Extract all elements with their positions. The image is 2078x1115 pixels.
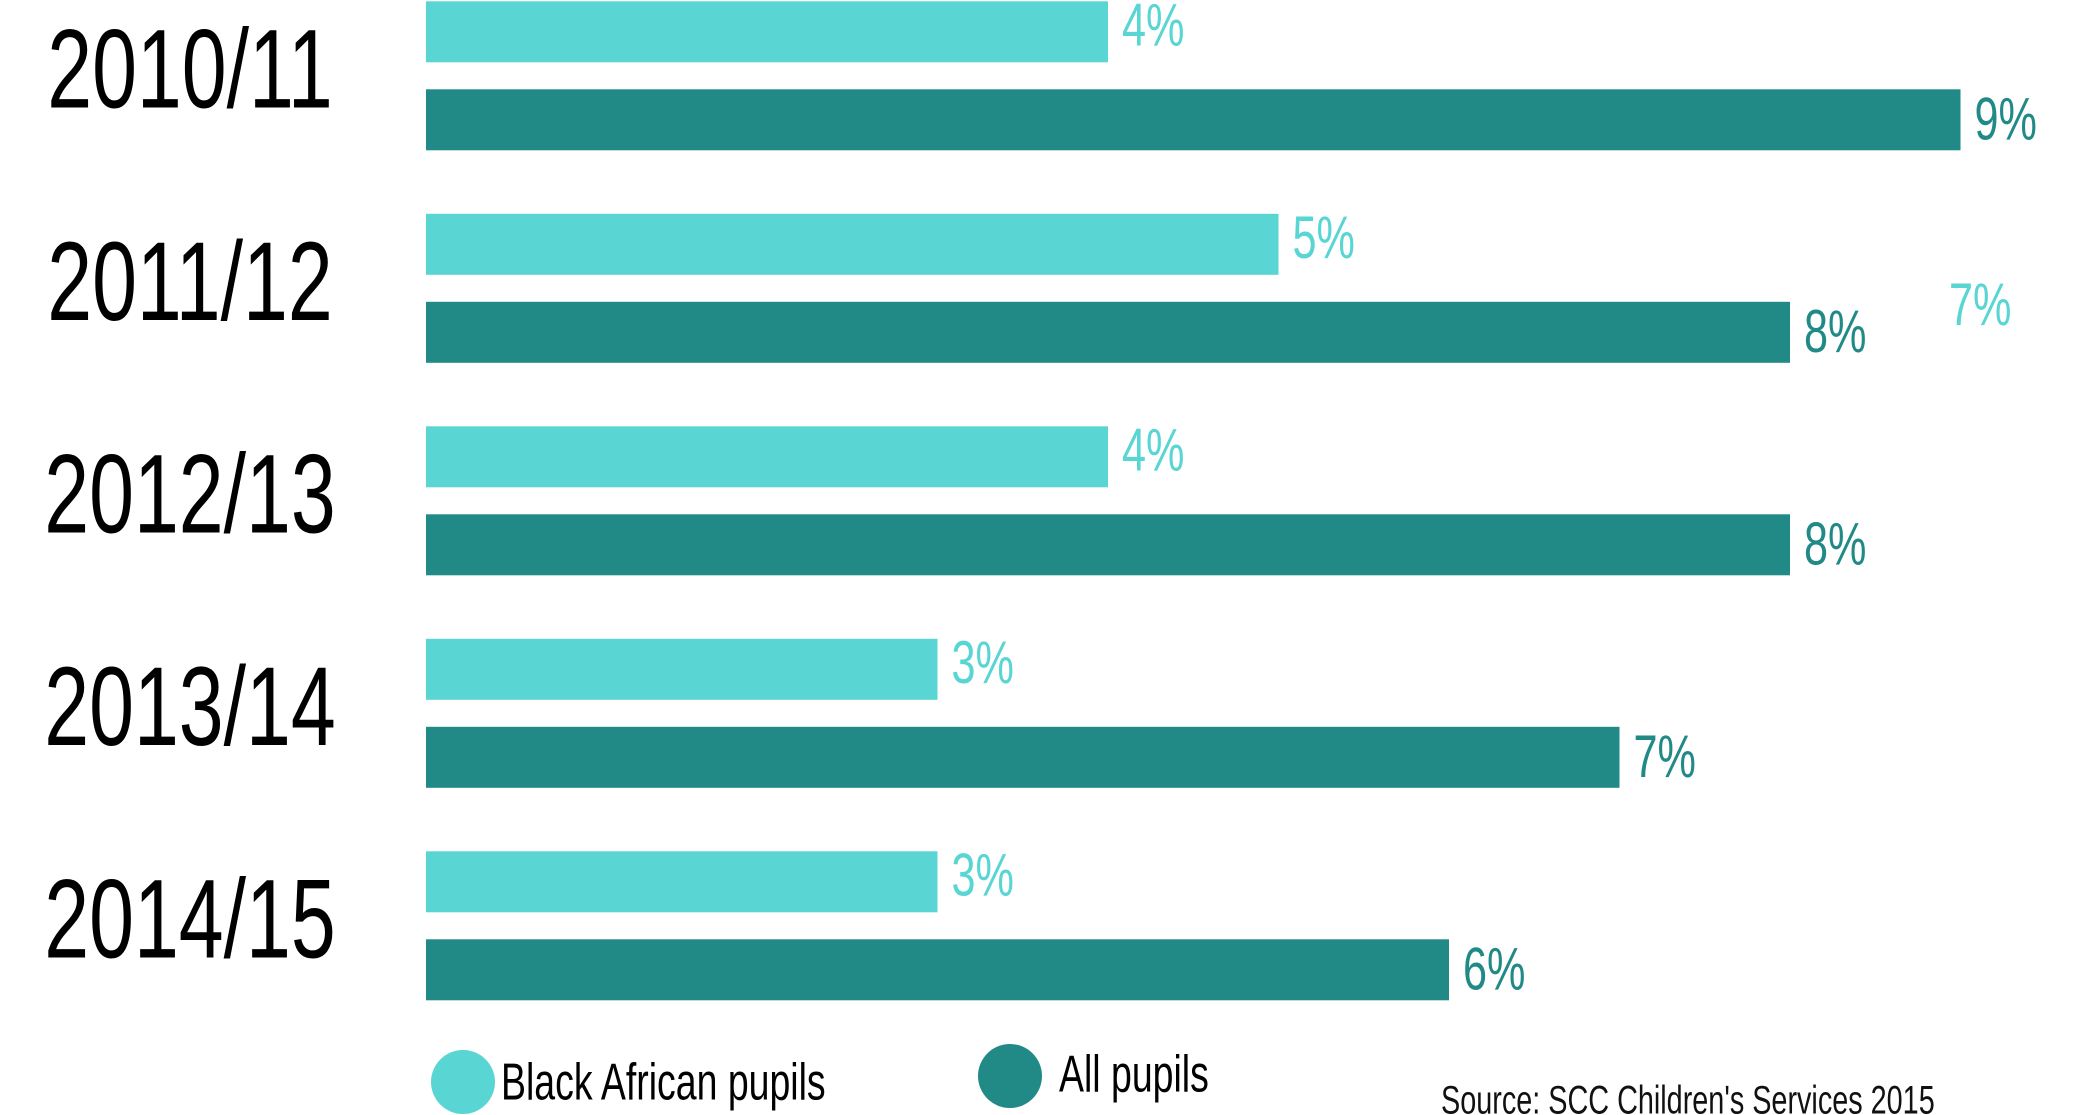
category-label: 2011/12 [47,219,333,344]
value-label: 3% [952,629,1014,696]
category-label: 2012/13 [44,432,335,557]
value-label: 5% [1293,204,1355,271]
value-label: 8% [1804,511,1866,578]
category-label: 2014/15 [44,857,335,982]
annotation: 7% [1949,271,2011,338]
bar [426,426,1108,488]
bar [426,301,1790,363]
legend-label: All pupils [1059,1046,1209,1104]
category-label: 2013/14 [44,644,335,769]
legend-swatch [431,1050,495,1114]
bar [426,89,1961,151]
bar [426,213,1279,275]
value-label: 3% [952,842,1014,909]
value-label: 8% [1804,298,1866,365]
bar [426,939,1449,1001]
source: Source: SCC Children's Services 2015 [1441,1079,1935,1115]
bar [426,726,1620,788]
value-label: 7% [1634,723,1696,790]
value-label: 4% [1122,417,1184,484]
category-label: 2010/11 [47,7,333,132]
bar [426,1,1108,63]
value-label: 9% [1975,86,2037,153]
bar [426,638,938,700]
bar [426,851,938,913]
value-label: 6% [1463,936,1525,1003]
value-label: 4% [1122,0,1184,59]
legend-label: Black African pupils [501,1054,826,1112]
bar [426,514,1790,576]
legend-swatch [978,1044,1042,1108]
